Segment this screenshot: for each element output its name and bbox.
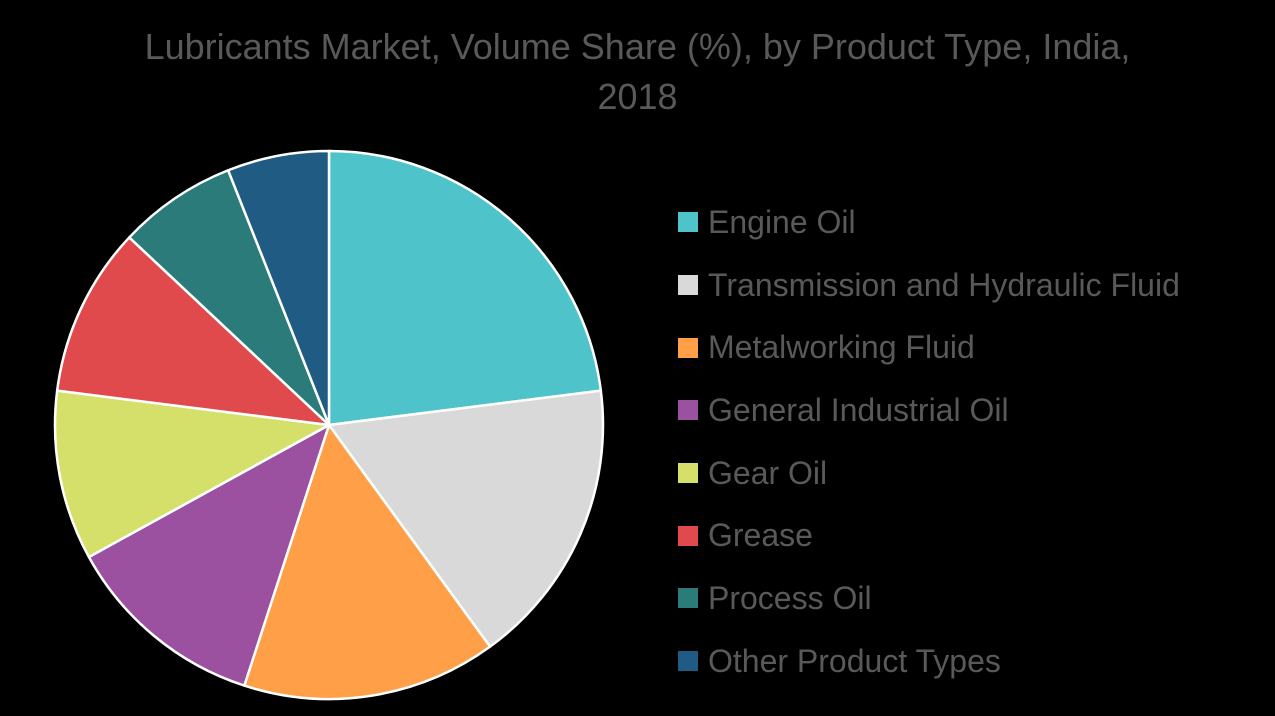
pie-slice-transmission-and-hydraulic-fluid (327, 389, 605, 648)
legend-label: Gear Oil (708, 454, 828, 491)
chart-title: Lubricants Market, Volume Share (%), by … (0, 22, 1275, 122)
legend-swatch (678, 275, 698, 296)
legend-swatch (678, 463, 698, 484)
legend-swatch (678, 651, 698, 672)
legend-label: General Industrial Oil (708, 391, 1009, 428)
pie-slice-gear-oil (53, 389, 331, 559)
pie-slice-general-industrial-oil (87, 423, 331, 687)
legend-item-process-oil: Process Oil (678, 567, 1180, 630)
legend-label: Grease (708, 517, 813, 554)
legend-item-other-product-types: Other Product Types (678, 630, 1180, 693)
legend-swatch (678, 337, 698, 358)
legend-label: Transmission and Hydraulic Fluid (708, 266, 1180, 303)
legend-swatch (678, 212, 698, 233)
pie-slice-engine-oil (327, 149, 603, 427)
pie-slice-other-product-types (226, 149, 331, 427)
pie-slice-process-oil (128, 168, 331, 427)
legend-swatch (678, 400, 698, 421)
legend-swatch (678, 588, 698, 609)
pie-chart (53, 149, 605, 701)
legend-item-general-industrial-oil: General Industrial Oil (678, 379, 1180, 442)
legend-item-grease: Grease (678, 504, 1180, 567)
legend-label: Other Product Types (708, 642, 1001, 679)
legend-label: Metalworking Fluid (708, 329, 975, 366)
chart-title-line1: Lubricants Market, Volume Share (%), by … (144, 26, 1131, 67)
chart-title-line2: 2018 (597, 76, 678, 117)
pie-slice-metalworking-fluid (243, 423, 492, 701)
pie-slice-grease (55, 236, 331, 427)
legend-item-metalworking-fluid: Metalworking Fluid (678, 316, 1180, 379)
legend: Engine Oil Transmission and Hydraulic Fl… (678, 191, 1180, 693)
legend-item-transmission-hydraulic-fluid: Transmission and Hydraulic Fluid (678, 254, 1180, 317)
legend-label: Process Oil (708, 579, 872, 616)
legend-item-engine-oil: Engine Oil (678, 191, 1180, 254)
legend-label: Engine Oil (708, 203, 856, 240)
legend-item-gear-oil: Gear Oil (678, 442, 1180, 505)
legend-swatch (678, 525, 698, 546)
